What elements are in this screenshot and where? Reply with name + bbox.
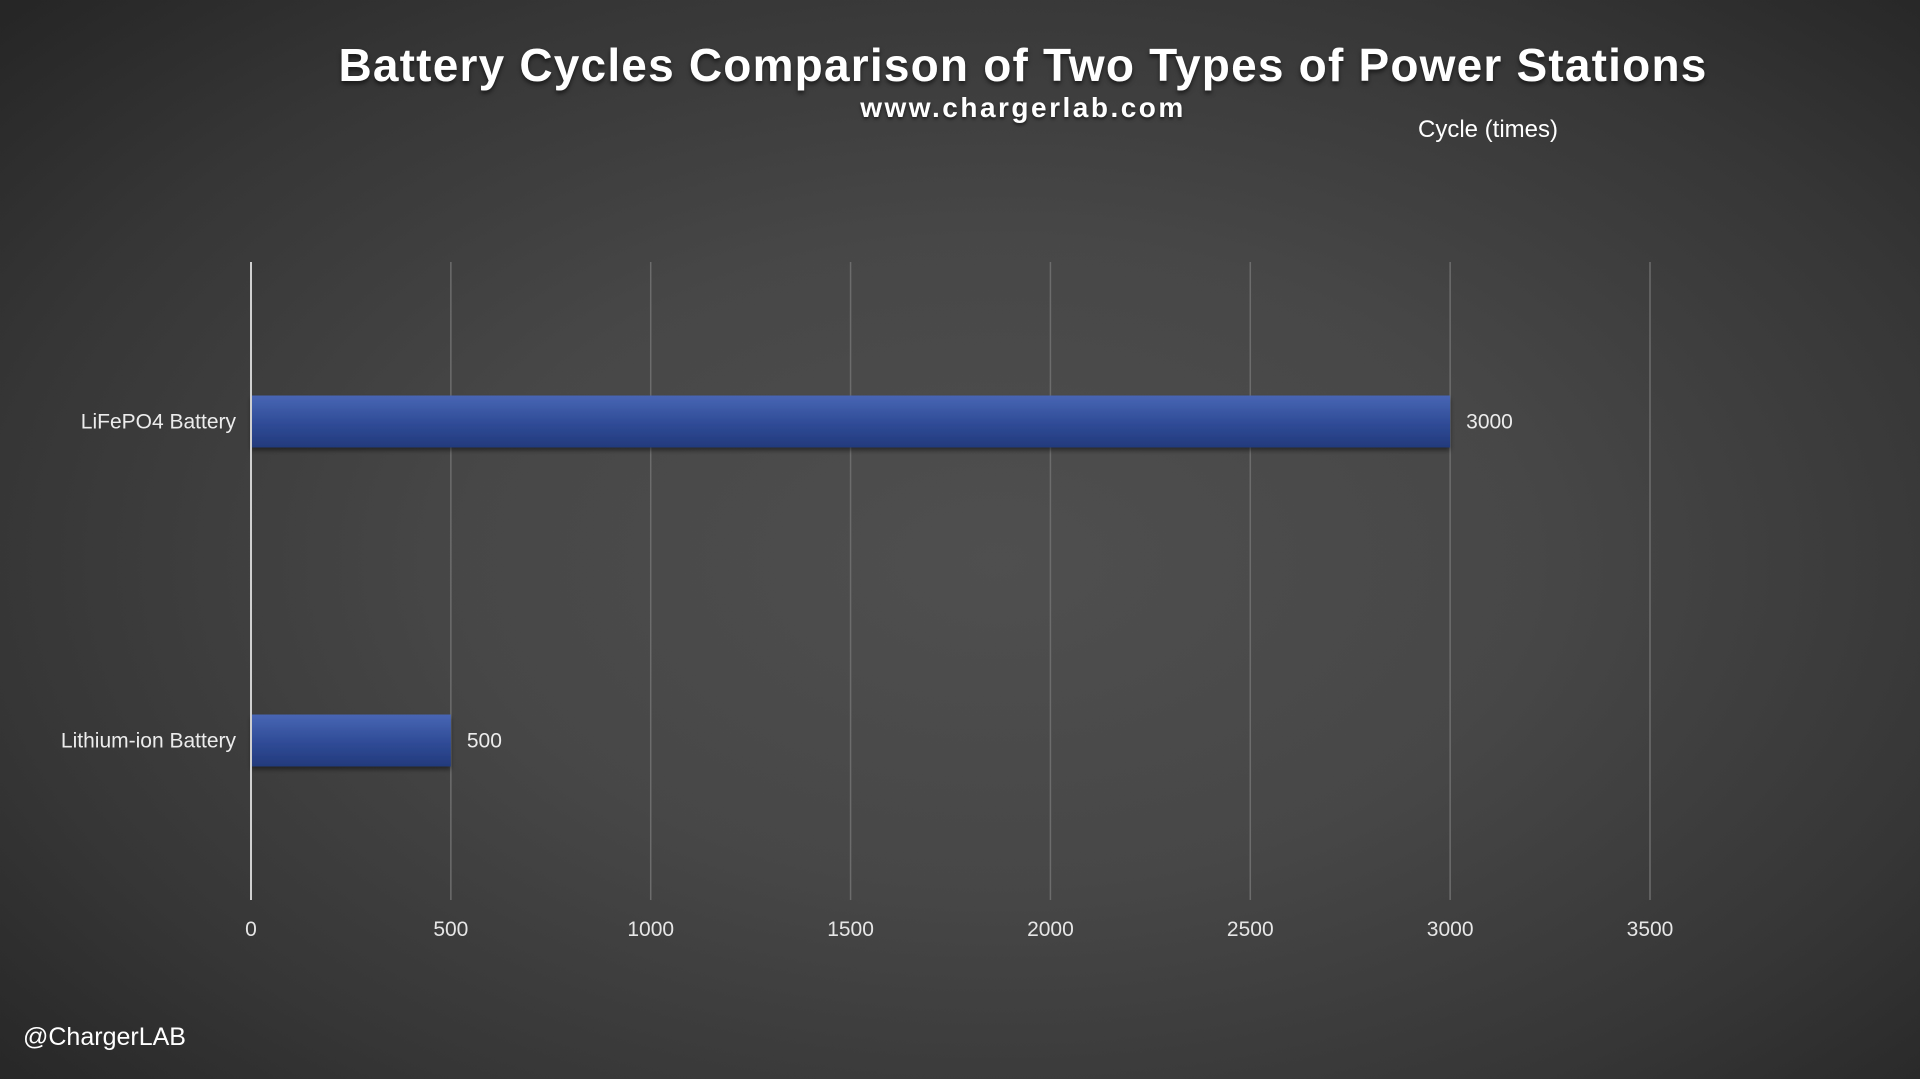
bar-lifepo4-battery <box>251 395 1451 448</box>
x-tick-label-0: 0 <box>245 918 257 941</box>
x-tick-label-1500: 1500 <box>827 918 874 941</box>
x-axis-label: Cycle (times) <box>1418 116 1559 143</box>
value-label-lifepo4-battery: 3000 <box>1466 411 1513 434</box>
value-label-lithium-ion-battery: 500 <box>467 730 502 753</box>
x-tick-label-3500: 3500 <box>1627 918 1674 941</box>
bars <box>251 395 1451 767</box>
bar-lithium-ion-battery <box>251 714 451 767</box>
category-label-lifepo4-battery: LiFePO4 Battery <box>81 411 237 434</box>
x-tick-label-3000: 3000 <box>1427 918 1474 941</box>
grid-lines <box>450 262 1651 900</box>
category-label-lithium-ion-battery: Lithium-ion Battery <box>61 730 237 753</box>
x-tick-label-1000: 1000 <box>627 918 674 941</box>
x-tick-label-500: 500 <box>433 918 468 941</box>
labels: 0 500 1000 1500 2000 2500 3000 3500 LiFePO4 Batt… <box>61 411 1673 942</box>
x-tick-label-2500: 2500 <box>1227 918 1274 941</box>
chart-subtitle: www.chargerlab.com <box>860 92 1186 123</box>
chart-title: Battery Cycles Comparison of Two Types o… <box>338 39 1708 91</box>
watermark: @ChargerLAB <box>23 1023 186 1051</box>
x-tick-label-2000: 2000 <box>1027 918 1074 941</box>
